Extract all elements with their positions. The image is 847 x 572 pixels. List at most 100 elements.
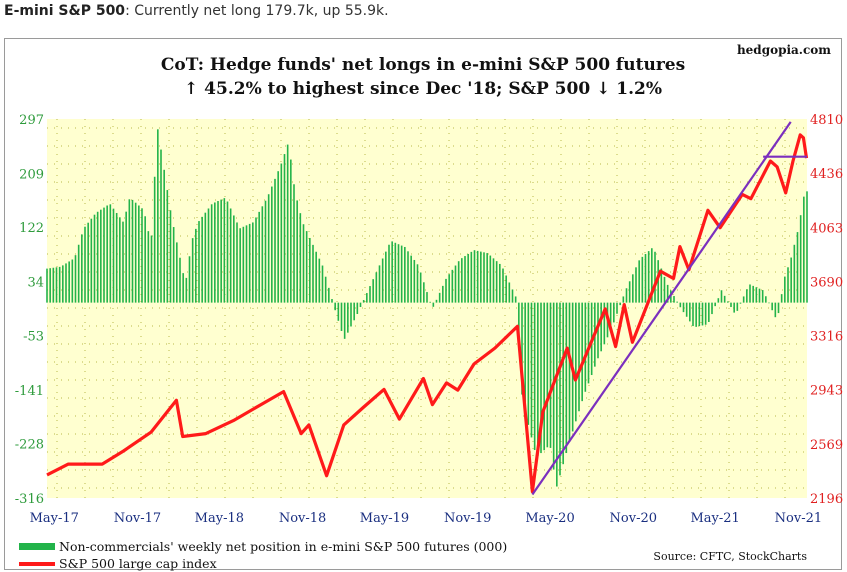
position-bar (546, 302, 549, 448)
position-bar (201, 216, 203, 303)
position-bar (214, 202, 216, 303)
position-bar (375, 272, 378, 303)
position-bar (518, 302, 520, 346)
position-bar (622, 296, 625, 303)
position-bar (625, 288, 628, 303)
position-bar (286, 144, 289, 303)
position-bar (106, 205, 108, 303)
left-axis-tick-label: 34 (27, 276, 44, 291)
position-bar (261, 206, 264, 303)
position-bar (689, 302, 691, 322)
position-bar (676, 301, 678, 303)
position-bar (321, 265, 324, 303)
position-bar (394, 242, 397, 303)
position-bar (799, 215, 802, 303)
position-bar (537, 302, 539, 456)
position-bar (429, 301, 431, 303)
position-bar (182, 273, 184, 303)
position-bar (331, 299, 333, 303)
position-bar (549, 302, 552, 448)
position-bar (340, 302, 343, 331)
position-bar (49, 268, 51, 303)
position-bar (654, 251, 656, 303)
position-bar (172, 227, 175, 303)
position-bar (584, 302, 587, 392)
position-bar (508, 282, 511, 303)
left-axis-tick-label: -316 (15, 492, 44, 507)
position-bar (296, 200, 298, 303)
position-bar (739, 302, 742, 304)
position-bar (239, 228, 241, 303)
position-bar (483, 252, 485, 303)
position-bar (381, 258, 384, 303)
position-bar (131, 199, 134, 303)
position-bar (68, 261, 70, 303)
left-axis-tick-label: -53 (23, 329, 44, 344)
legend-line: S&P 500 large cap index (19, 556, 217, 571)
headline: E-mini S&P 500: Currently net long 179.7… (4, 3, 389, 19)
position-bar (58, 266, 61, 303)
position-bar (55, 267, 58, 303)
trendline (531, 121, 792, 496)
position-bar (527, 302, 530, 425)
position-bar (169, 210, 172, 303)
position-bar (499, 263, 501, 303)
position-bar (115, 212, 118, 303)
position-bar (185, 277, 188, 303)
brand-label: hedgopia.com (736, 43, 831, 57)
position-bar (150, 235, 153, 303)
position-bar (426, 292, 428, 303)
position-bar (543, 302, 545, 451)
position-bar (264, 200, 267, 303)
position-bar (736, 302, 739, 311)
position-bar (309, 237, 311, 303)
position-bar (613, 302, 615, 323)
position-bar (784, 276, 786, 303)
position-bar (708, 302, 710, 322)
position-bar (619, 302, 621, 306)
position-bar (692, 302, 694, 327)
position-bar (464, 256, 466, 303)
position-bar (521, 302, 523, 395)
left-axis-tick-label: 209 (19, 167, 44, 182)
position-bar (337, 302, 340, 321)
position-bar (714, 302, 716, 307)
position-bar (362, 300, 365, 303)
position-bar (673, 296, 675, 303)
position-bar (597, 302, 599, 359)
position-bar (397, 244, 400, 303)
position-bar (359, 302, 362, 308)
position-bar (274, 178, 276, 303)
x-axis-tick-label: Nov-21 (775, 511, 822, 526)
position-bar (587, 302, 590, 384)
right-axis-tick-label: 4063 (810, 221, 843, 236)
position-bar (176, 242, 178, 303)
position-bar (467, 253, 469, 303)
position-bar (122, 221, 124, 303)
position-bar (454, 265, 457, 303)
position-bar (565, 302, 568, 454)
x-axis-tick-label: May-19 (360, 511, 409, 526)
position-bar (84, 226, 86, 303)
position-bar (188, 256, 191, 303)
position-bar (153, 176, 156, 303)
position-bar (413, 259, 416, 303)
position-bar (419, 272, 422, 303)
position-bar (698, 302, 701, 327)
position-bar (46, 268, 48, 303)
legend-swatch-bars (19, 543, 55, 550)
position-bar (318, 258, 321, 303)
left-axis-tick-label: -141 (15, 384, 44, 399)
position-bar (540, 302, 542, 454)
position-bar (489, 255, 492, 303)
position-bar (343, 302, 346, 339)
source-note: Source: CFTC, StockCharts (653, 550, 807, 563)
position-bar (144, 216, 146, 303)
position-bar (416, 264, 419, 303)
position-bar (90, 218, 93, 303)
position-bar (457, 261, 460, 303)
position-bar (100, 209, 102, 303)
right-axis-tick-label: 2196 (810, 492, 843, 507)
position-bar (293, 184, 295, 303)
position-bar (96, 211, 99, 303)
